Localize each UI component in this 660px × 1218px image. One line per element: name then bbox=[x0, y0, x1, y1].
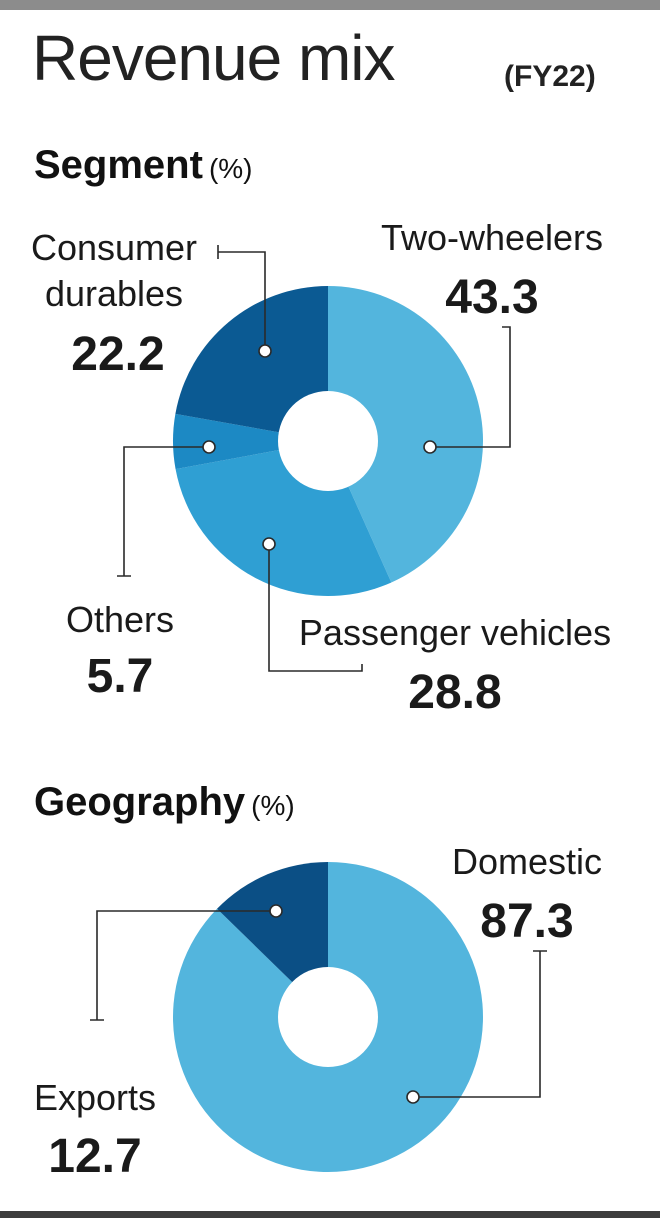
donut-hole bbox=[278, 967, 378, 1067]
marker-dot-others bbox=[202, 440, 216, 454]
value-label-two-wheelers: 43.3 bbox=[445, 271, 538, 324]
value-label-passenger-vehicles: 28.8 bbox=[408, 666, 501, 719]
donut-hole bbox=[278, 391, 378, 491]
donut-geography bbox=[172, 862, 483, 1172]
leader-line-passenger-vehicles bbox=[268, 544, 363, 672]
category-label-exports: Exports bbox=[34, 1077, 156, 1118]
category-label-two-wheelers: Two-wheelers bbox=[381, 217, 603, 258]
geography-heading: Geography (%) bbox=[34, 782, 295, 822]
leader-line-exports bbox=[90, 910, 276, 1021]
segment-heading-text: Segment bbox=[34, 143, 203, 187]
marker-dot-domestic bbox=[406, 1090, 420, 1104]
slice-two-wheelers bbox=[328, 286, 484, 583]
fiscal-period: (FY22) bbox=[504, 60, 596, 93]
bottom-rule bbox=[0, 1211, 660, 1218]
geography-heading-text: Geography bbox=[34, 780, 246, 824]
category-label-consumer-durables: durables bbox=[45, 273, 183, 314]
marker-dot-exports bbox=[269, 904, 283, 918]
top-rule bbox=[0, 0, 660, 10]
page-title: Revenue mix bbox=[32, 22, 395, 94]
slice-consumer-durables bbox=[175, 286, 328, 441]
category-label-domestic: Domestic bbox=[452, 841, 602, 882]
category-label-consumer-durables: Consumer bbox=[31, 227, 197, 268]
geography-unit: (%) bbox=[251, 790, 295, 821]
value-label-others: 5.7 bbox=[87, 650, 154, 703]
marker-dot-two-wheelers bbox=[423, 440, 437, 454]
leader-line-two-wheelers bbox=[430, 326, 511, 448]
category-label-others: Others bbox=[66, 599, 174, 640]
leader-line-domestic bbox=[413, 950, 547, 1098]
category-label-passenger-vehicles: Passenger vehicles bbox=[299, 612, 611, 653]
slice-others bbox=[173, 413, 328, 470]
marker-dot-consumer-durables bbox=[258, 344, 272, 358]
leader-line-consumer-durables bbox=[217, 245, 266, 351]
value-label-consumer-durables: 22.2 bbox=[71, 328, 164, 381]
leader-line-others bbox=[117, 446, 209, 577]
marker-dot-passenger-vehicles bbox=[262, 537, 276, 551]
segment-unit: (%) bbox=[208, 153, 253, 184]
value-label-exports: 12.7 bbox=[48, 1130, 141, 1183]
value-label-domestic: 87.3 bbox=[480, 895, 573, 948]
segment-heading: Segment (%) bbox=[34, 145, 252, 185]
donut-segment bbox=[173, 286, 484, 597]
